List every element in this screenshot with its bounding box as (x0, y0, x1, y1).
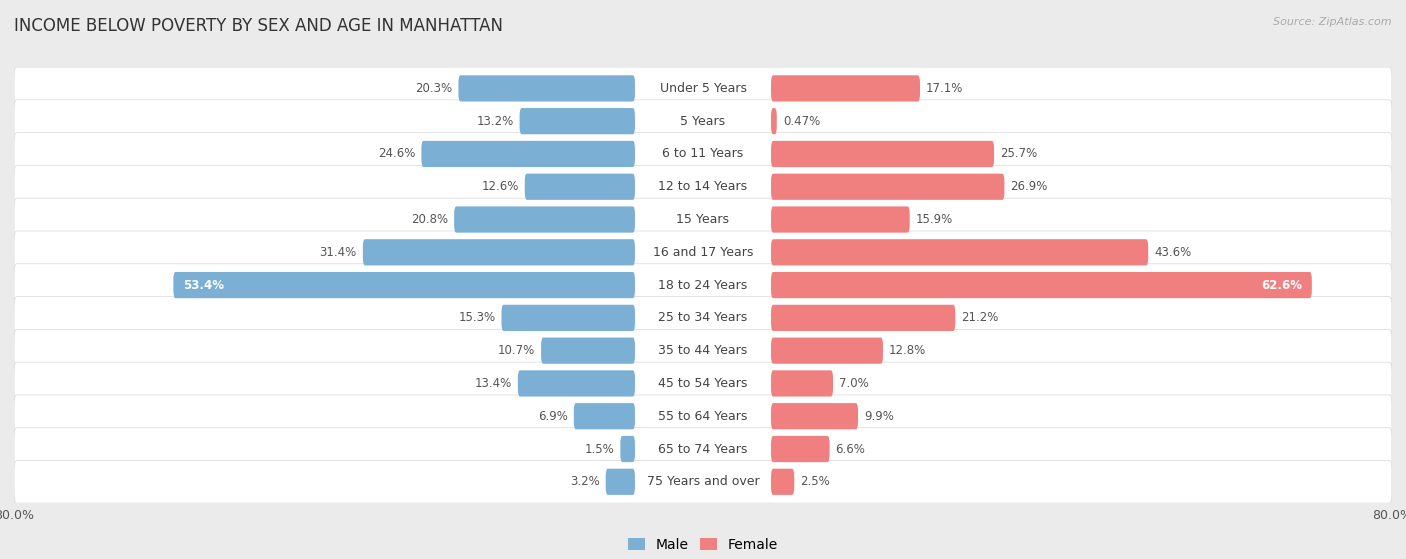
FancyBboxPatch shape (14, 428, 1392, 470)
FancyBboxPatch shape (620, 436, 636, 462)
FancyBboxPatch shape (606, 468, 636, 495)
FancyBboxPatch shape (14, 231, 1392, 273)
Text: INCOME BELOW POVERTY BY SEX AND AGE IN MANHATTAN: INCOME BELOW POVERTY BY SEX AND AGE IN M… (14, 17, 503, 35)
FancyBboxPatch shape (770, 141, 994, 167)
Text: 6.6%: 6.6% (835, 443, 866, 456)
Text: 20.8%: 20.8% (411, 213, 449, 226)
FancyBboxPatch shape (524, 174, 636, 200)
FancyBboxPatch shape (517, 370, 636, 396)
Text: 2.5%: 2.5% (800, 475, 830, 489)
Text: 6 to 11 Years: 6 to 11 Years (662, 148, 744, 160)
FancyBboxPatch shape (14, 165, 1392, 208)
Text: Source: ZipAtlas.com: Source: ZipAtlas.com (1274, 17, 1392, 27)
Text: 43.6%: 43.6% (1154, 246, 1191, 259)
FancyBboxPatch shape (770, 174, 1004, 200)
FancyBboxPatch shape (502, 305, 636, 331)
FancyBboxPatch shape (454, 206, 636, 233)
Text: 7.0%: 7.0% (839, 377, 869, 390)
FancyBboxPatch shape (770, 403, 858, 429)
Text: 9.9%: 9.9% (865, 410, 894, 423)
Text: 15.3%: 15.3% (458, 311, 495, 324)
Text: 21.2%: 21.2% (962, 311, 998, 324)
Text: 5 Years: 5 Years (681, 115, 725, 127)
FancyBboxPatch shape (574, 403, 636, 429)
Text: 3.2%: 3.2% (569, 475, 599, 489)
Text: 12.6%: 12.6% (481, 180, 519, 193)
FancyBboxPatch shape (14, 329, 1392, 372)
Text: 53.4%: 53.4% (183, 278, 224, 292)
FancyBboxPatch shape (14, 461, 1392, 503)
Text: 17.1%: 17.1% (927, 82, 963, 95)
Text: 25 to 34 Years: 25 to 34 Years (658, 311, 748, 324)
FancyBboxPatch shape (14, 264, 1392, 306)
Legend: Male, Female: Male, Female (623, 532, 783, 557)
FancyBboxPatch shape (14, 67, 1392, 110)
Text: 62.6%: 62.6% (1261, 278, 1302, 292)
Text: 20.3%: 20.3% (415, 82, 453, 95)
FancyBboxPatch shape (14, 395, 1392, 438)
FancyBboxPatch shape (770, 305, 955, 331)
Text: 0.47%: 0.47% (783, 115, 820, 127)
Text: 55 to 64 Years: 55 to 64 Years (658, 410, 748, 423)
Text: 75 Years and over: 75 Years and over (647, 475, 759, 489)
Text: 13.2%: 13.2% (477, 115, 513, 127)
Text: 1.5%: 1.5% (585, 443, 614, 456)
FancyBboxPatch shape (770, 239, 1149, 266)
Text: 26.9%: 26.9% (1011, 180, 1047, 193)
Text: 25.7%: 25.7% (1000, 148, 1038, 160)
FancyBboxPatch shape (770, 206, 910, 233)
Text: 10.7%: 10.7% (498, 344, 536, 357)
FancyBboxPatch shape (173, 272, 636, 298)
Text: 31.4%: 31.4% (319, 246, 357, 259)
Text: 12 to 14 Years: 12 to 14 Years (658, 180, 748, 193)
Text: 65 to 74 Years: 65 to 74 Years (658, 443, 748, 456)
FancyBboxPatch shape (363, 239, 636, 266)
FancyBboxPatch shape (770, 436, 830, 462)
FancyBboxPatch shape (770, 108, 776, 134)
Text: 6.9%: 6.9% (538, 410, 568, 423)
Text: 18 to 24 Years: 18 to 24 Years (658, 278, 748, 292)
Text: 24.6%: 24.6% (378, 148, 415, 160)
FancyBboxPatch shape (770, 338, 883, 364)
FancyBboxPatch shape (14, 100, 1392, 143)
Text: 13.4%: 13.4% (475, 377, 512, 390)
FancyBboxPatch shape (770, 272, 1312, 298)
Text: 12.8%: 12.8% (889, 344, 927, 357)
Text: 45 to 54 Years: 45 to 54 Years (658, 377, 748, 390)
Text: 15 Years: 15 Years (676, 213, 730, 226)
Text: 35 to 44 Years: 35 to 44 Years (658, 344, 748, 357)
FancyBboxPatch shape (770, 75, 920, 102)
FancyBboxPatch shape (14, 132, 1392, 176)
FancyBboxPatch shape (14, 198, 1392, 241)
FancyBboxPatch shape (520, 108, 636, 134)
FancyBboxPatch shape (541, 338, 636, 364)
FancyBboxPatch shape (14, 362, 1392, 405)
FancyBboxPatch shape (422, 141, 636, 167)
FancyBboxPatch shape (458, 75, 636, 102)
Text: 15.9%: 15.9% (915, 213, 953, 226)
Text: Under 5 Years: Under 5 Years (659, 82, 747, 95)
FancyBboxPatch shape (770, 370, 832, 396)
FancyBboxPatch shape (14, 297, 1392, 339)
Text: 16 and 17 Years: 16 and 17 Years (652, 246, 754, 259)
FancyBboxPatch shape (770, 468, 794, 495)
